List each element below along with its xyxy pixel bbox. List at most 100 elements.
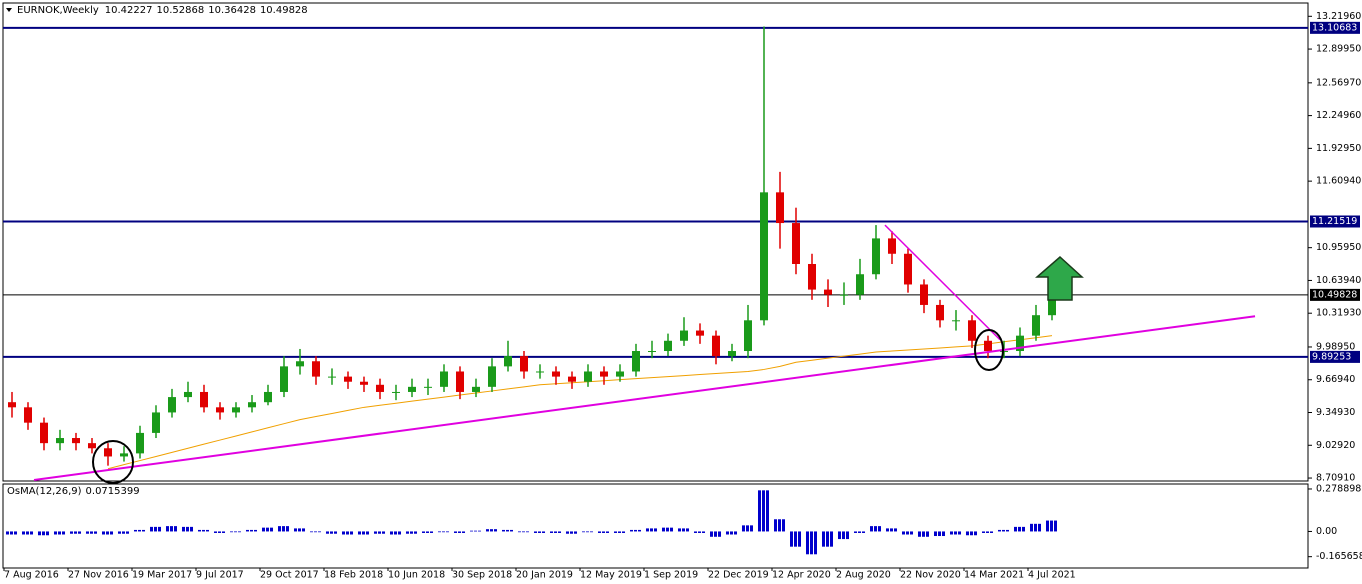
candle-body [792,223,800,264]
histogram-bar [974,531,977,536]
histogram-bar [906,531,909,535]
histogram-bar [358,531,361,535]
level-label-box [1310,288,1360,301]
candle-body [88,443,96,449]
histogram-bar [38,531,41,536]
histogram-bar [662,527,665,532]
histogram-bar [854,531,857,533]
highlight-circle [92,440,134,484]
histogram-bar [686,528,689,532]
histogram-bar [222,531,225,533]
histogram-bar [490,529,493,532]
histogram-bar [614,531,617,533]
histogram-bar [166,526,169,532]
indicator-panel [2,483,1309,569]
histogram-bar [314,531,317,533]
trendline [33,315,1256,481]
histogram-bar [522,531,525,533]
histogram-bar [558,531,561,533]
histogram-bar [654,528,657,532]
y-tick-label: 0.00 [1316,526,1337,537]
histogram-bar [570,531,573,534]
trendline [884,224,1001,341]
histogram-bar [102,531,105,535]
candle-body [408,386,416,392]
histogram-bar [702,531,705,533]
histogram-bar [554,531,557,533]
histogram-bar [910,531,913,535]
histogram-bar [598,531,601,533]
histogram-bar [310,531,313,533]
histogram-bar [218,531,221,533]
candle-body [744,320,752,352]
indicator-value: 0.0715399 [86,486,140,497]
histogram-bar [30,531,33,535]
level-label-box [1310,350,1360,363]
candle-body [920,284,928,305]
histogram-bar [762,490,765,532]
x-tick-label: 10 Jun 2018 [388,570,445,581]
candle-body [728,351,736,357]
histogram-bar [154,526,157,532]
candle-body [472,386,480,392]
histogram-bar [214,531,217,533]
candle-body [760,192,768,321]
x-tick-label: 29 Oct 2017 [260,570,319,581]
histogram-bar [926,531,929,537]
histogram-bar [1018,526,1021,532]
histogram-bar [1002,529,1005,532]
histogram-bar [150,526,153,532]
histogram-bar [806,531,809,555]
y-tick-label: 11.92950 [1316,143,1361,154]
candle-body [680,330,688,341]
y-tick-label: 13.21960 [1316,11,1361,22]
candle-body [904,253,912,285]
histogram-bar [58,531,61,535]
x-tick-label: 22 Nov 2020 [900,570,961,581]
histogram-bar [270,527,273,532]
histogram-bar [1030,523,1033,532]
histogram-bar [282,526,285,532]
x-tick-label: 12 Apr 2020 [772,570,831,581]
candle-body [344,376,352,382]
candle-body [600,371,608,377]
candle-body [520,356,528,372]
high: 10.52868 [157,5,205,16]
x-tick-label: 27 Nov 2016 [68,570,129,581]
candle-body [872,238,880,275]
histogram-bar [106,531,109,535]
histogram-bar [406,531,409,534]
moving-average [107,335,1053,470]
histogram-bar [886,528,889,532]
histogram-bar [590,531,593,533]
histogram-bar [694,531,697,533]
histogram-bar [846,531,849,540]
histogram-bar [22,531,25,535]
histogram-bar [330,531,333,534]
histogram-bar [190,526,193,532]
histogram-bar [198,529,201,532]
candle-body [616,371,624,377]
histogram-bar [6,531,9,535]
histogram-bar [374,531,377,534]
histogram-bar [302,528,305,532]
histogram-bar [90,531,93,534]
histogram-bar [714,531,717,537]
histogram-bar [26,531,29,535]
histogram-bar [10,531,13,535]
histogram-bar [334,531,337,534]
histogram-bar [266,527,269,532]
histogram-bar [602,531,605,533]
histogram-bar [998,529,1001,532]
candle-body [1032,315,1040,336]
histogram-bar [542,531,545,533]
histogram-bar [502,529,505,532]
histogram-bar [182,526,185,532]
candle-body [824,289,832,295]
histogram-bar [1022,526,1025,532]
candle-body [232,407,240,413]
histogram-bar [790,531,793,547]
histogram-bar [238,531,241,533]
histogram-bar [990,531,993,533]
